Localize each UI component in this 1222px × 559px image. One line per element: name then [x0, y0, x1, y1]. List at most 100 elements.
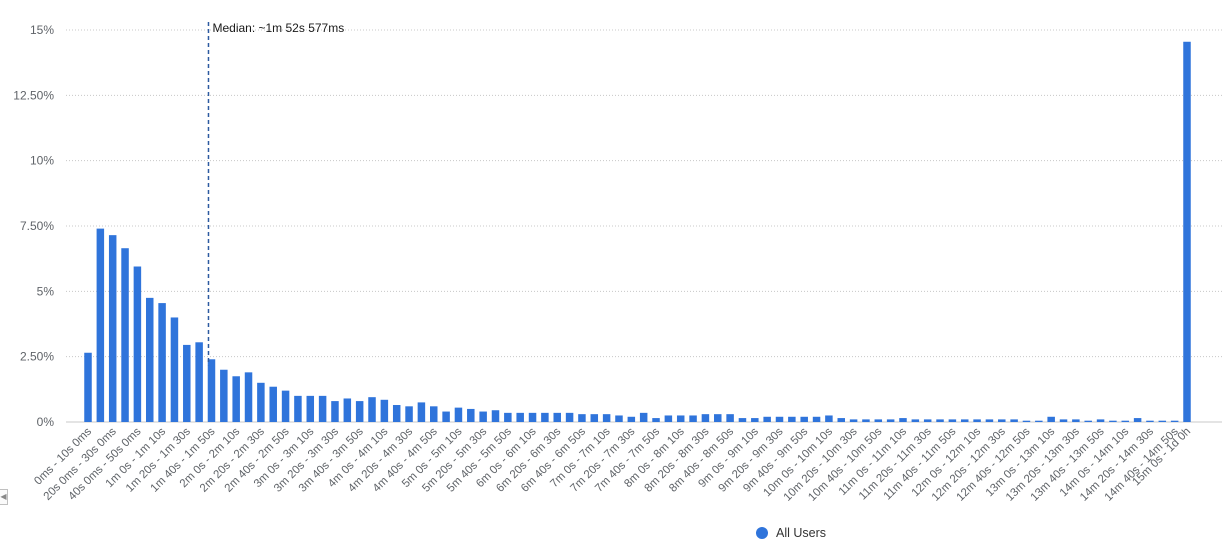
bar[interactable] [318, 395, 327, 422]
bar[interactable] [1158, 420, 1167, 422]
bar[interactable] [145, 297, 154, 422]
bar[interactable] [294, 395, 302, 422]
bar[interactable] [1146, 420, 1154, 422]
bar[interactable] [553, 412, 561, 422]
bar[interactable] [751, 418, 759, 422]
bar[interactable] [183, 344, 191, 422]
bar[interactable] [269, 386, 277, 422]
bar[interactable] [602, 414, 611, 422]
bar[interactable] [652, 418, 660, 422]
bar[interactable] [1109, 420, 1117, 422]
bar[interactable] [899, 418, 907, 422]
bar[interactable] [331, 401, 339, 422]
bar[interactable] [417, 402, 426, 422]
bar[interactable] [886, 419, 895, 422]
bar[interactable] [207, 359, 216, 422]
bar[interactable] [590, 414, 599, 422]
bar[interactable] [985, 419, 994, 422]
y-tick-label: 15% [30, 23, 54, 37]
bar[interactable] [948, 419, 957, 422]
bar[interactable] [368, 397, 376, 422]
bar[interactable] [788, 416, 796, 422]
bar[interactable] [380, 399, 389, 422]
legend-label: All Users [776, 526, 827, 540]
bar[interactable] [627, 416, 636, 422]
bar[interactable] [1121, 420, 1130, 422]
bar[interactable] [825, 415, 833, 422]
bar[interactable] [392, 405, 401, 422]
bar[interactable] [108, 235, 117, 422]
bar[interactable] [615, 415, 623, 422]
bar[interactable] [1084, 420, 1092, 422]
bar[interactable] [701, 414, 710, 422]
y-tick-label: 2.50% [20, 350, 54, 364]
bar[interactable] [430, 406, 438, 422]
bar[interactable] [911, 419, 920, 422]
bar[interactable] [343, 398, 352, 422]
bar[interactable] [405, 406, 413, 422]
bar[interactable] [84, 352, 92, 422]
bar[interactable] [1059, 419, 1068, 422]
bar[interactable] [837, 418, 845, 422]
legend[interactable]: All Users [756, 526, 826, 540]
bar[interactable] [170, 317, 179, 422]
bar[interactable] [775, 416, 784, 422]
bar[interactable] [1170, 420, 1179, 422]
bar[interactable] [676, 415, 685, 422]
bar[interactable] [442, 411, 450, 422]
bar[interactable] [504, 412, 512, 422]
bar[interactable] [578, 414, 586, 422]
bar[interactable] [1047, 416, 1055, 422]
bar[interactable] [689, 415, 697, 422]
bar[interactable] [479, 411, 487, 422]
bar[interactable] [158, 303, 166, 422]
bar[interactable] [281, 390, 290, 422]
bar[interactable] [220, 369, 228, 422]
bar[interactable] [874, 419, 883, 422]
bar[interactable] [1035, 420, 1043, 422]
bar[interactable] [244, 372, 253, 422]
bar[interactable] [306, 395, 315, 422]
bar[interactable] [936, 419, 944, 422]
bar[interactable] [1183, 41, 1191, 422]
bar[interactable] [738, 418, 747, 422]
bar[interactable] [516, 412, 524, 422]
bar[interactable] [639, 412, 648, 422]
bar[interactable] [1072, 419, 1080, 422]
bar[interactable] [1133, 418, 1142, 422]
bar[interactable] [491, 410, 500, 422]
y-tick-label: 5% [37, 284, 55, 298]
bar[interactable] [133, 266, 142, 422]
grid-layer [66, 29, 1222, 423]
bar[interactable] [923, 419, 932, 422]
bar[interactable] [1096, 419, 1105, 422]
bar[interactable] [714, 414, 722, 422]
bar[interactable] [96, 228, 105, 422]
bar[interactable] [565, 412, 574, 422]
bar[interactable] [812, 416, 821, 422]
bar[interactable] [454, 407, 463, 422]
bar[interactable] [232, 376, 240, 422]
bar[interactable] [664, 415, 673, 422]
bar[interactable] [528, 412, 537, 422]
y-axis: 0% 2.50% 5% 7.50% 10% 12.50% 15% [13, 23, 54, 429]
bar[interactable] [800, 416, 808, 422]
bar[interactable] [998, 419, 1006, 422]
median-marker: Median: ~1m 52s 577ms [207, 21, 344, 366]
bar[interactable] [121, 248, 129, 422]
bar[interactable] [973, 419, 981, 422]
bar[interactable] [763, 416, 771, 422]
bar[interactable] [1010, 419, 1018, 422]
bar[interactable] [195, 342, 203, 422]
bar[interactable] [355, 401, 364, 422]
bar[interactable] [960, 419, 969, 422]
bar[interactable] [541, 412, 549, 422]
bar[interactable] [862, 419, 870, 422]
bar[interactable] [726, 414, 734, 422]
bar[interactable] [467, 408, 475, 422]
bar[interactable] [257, 382, 265, 422]
bar[interactable] [1022, 420, 1031, 422]
bar[interactable] [849, 419, 858, 422]
scroll-left-handle[interactable]: ◀ [0, 489, 8, 505]
